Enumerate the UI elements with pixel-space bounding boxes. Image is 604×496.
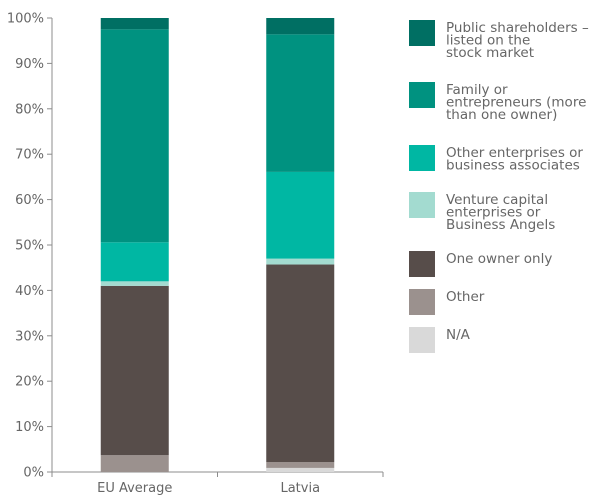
legend-label: Other <box>446 289 485 305</box>
y-tick-label: 100% <box>7 12 44 27</box>
legend-label: One owner only <box>446 251 552 267</box>
legend-item: N/A <box>409 327 471 353</box>
legend-swatch <box>409 251 435 277</box>
bar-segment <box>100 242 169 282</box>
legend-label: N/A <box>446 327 471 343</box>
legend-label: Business Angels <box>446 217 555 233</box>
bar-segment <box>266 34 335 172</box>
y-tick-label: 80% <box>15 102 44 117</box>
bar-segment <box>266 171 335 259</box>
legend-label: listed on the <box>446 33 530 49</box>
y-tick-label: 90% <box>15 57 44 72</box>
legend-label: business associates <box>446 158 580 174</box>
legend: Public shareholders –listed on thestock … <box>409 20 589 353</box>
legend-item: Other <box>409 289 485 315</box>
legend-swatch <box>409 82 435 108</box>
y-tick-label: 70% <box>15 148 44 163</box>
bar-segment <box>266 264 335 463</box>
legend-label: Public shareholders – <box>446 20 589 36</box>
y-tick-label: 0% <box>23 466 44 481</box>
y-tick-label: 40% <box>15 284 44 299</box>
legend-swatch <box>409 20 435 46</box>
bar-segment <box>100 18 169 30</box>
x-category-label: EU Average <box>97 481 172 496</box>
bar-segment <box>100 281 169 286</box>
legend-label: enterprises or <box>446 205 541 221</box>
legend-label: than one owner) <box>446 107 557 123</box>
legend-label: stock market <box>446 45 534 61</box>
legend-swatch <box>409 289 435 315</box>
legend-item: One owner only <box>409 251 552 277</box>
y-tick-label: 60% <box>15 193 44 208</box>
bar-segment <box>266 18 335 35</box>
x-axis-ticks <box>51 472 384 477</box>
legend-label: entrepreneurs (more <box>446 95 586 111</box>
y-tick-label: 10% <box>15 420 44 435</box>
bar-segment <box>100 455 169 472</box>
y-tick-label: 20% <box>15 375 44 390</box>
y-axis: 0% 10% 20% 30% 40% 50% 60% 70% 80% 90% 100% <box>7 12 52 481</box>
bar-segment <box>266 467 335 472</box>
legend-swatch <box>409 192 435 218</box>
y-tick-label: 30% <box>15 329 44 344</box>
bar-segment <box>266 258 335 265</box>
legend-item: Public shareholders –listed on thestock … <box>409 20 589 61</box>
bar-segment <box>100 285 169 456</box>
bar-segment <box>266 462 335 468</box>
bars <box>100 18 335 472</box>
y-tick-label: 50% <box>15 239 44 254</box>
bar-segment <box>100 29 169 243</box>
legend-label: Other enterprises or <box>446 145 583 161</box>
legend-swatch <box>409 145 435 171</box>
x-category-label: Latvia <box>280 481 320 496</box>
legend-swatch <box>409 327 435 353</box>
x-axis-labels: EU Average Latvia <box>97 481 320 496</box>
legend-label: Venture capital <box>446 192 548 208</box>
legend-label: Family or <box>446 82 508 98</box>
